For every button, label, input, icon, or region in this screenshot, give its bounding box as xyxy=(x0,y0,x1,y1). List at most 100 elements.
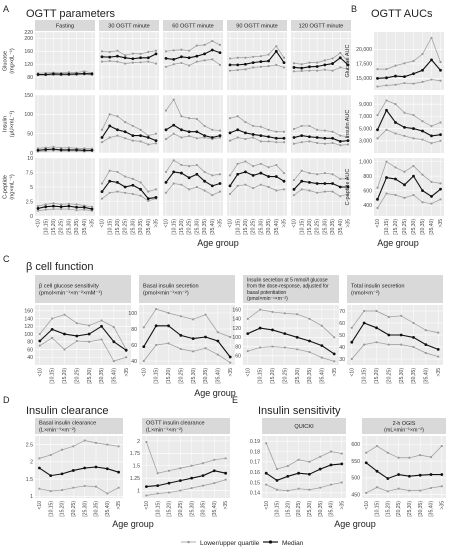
auc-row2-lower-quartile-point xyxy=(430,142,433,145)
ogtt-row3-col1-upper-quartile-line xyxy=(37,202,93,208)
ogtt-col-4-strip-bg xyxy=(227,20,287,31)
beta-panel-3-upper-quartile-line xyxy=(247,309,335,338)
clearance-panel-1-strip-bg xyxy=(35,418,123,434)
auc-row3: 400 600 800 1,000 <10 [10,15) [15,20) [20,25) [2… xyxy=(359,158,444,235)
beta-panel-2-median-point xyxy=(179,334,183,337)
beta-panel-4-lower-quartile-point xyxy=(350,357,353,361)
ogtt-col-5-strip-text: 120 OGTT minute xyxy=(299,24,344,30)
clearance-panel-2-strip-text: OGTT insulin clearance xyxy=(146,421,205,427)
beta-panel-4-strip: Total insulin secretion(nmol×m⁻²) xyxy=(347,275,443,303)
x-axis-title-a: Age group xyxy=(197,238,239,248)
ogtt-row3-col2-median-point xyxy=(154,196,158,199)
ogtt-row3-col3-median-point xyxy=(164,180,168,184)
ogtt-row2-col5-lower-quartile-line xyxy=(293,141,349,146)
beta-panel-1-median-point xyxy=(124,348,128,352)
auc-row2-upper-quartile-point xyxy=(430,125,433,128)
auc-row1-lower-quartile-point xyxy=(439,79,442,82)
sensitivity-panel-1-tick-label-y: 0.15 xyxy=(250,480,260,486)
beta-panel-1-tick-label-y: 120 xyxy=(24,324,33,330)
ogtt-row1-col5-lower-quartile-point xyxy=(292,70,296,73)
ogtt-row1-col1-lower-quartile-line xyxy=(38,74,93,76)
auc-row2-median-point xyxy=(385,108,388,112)
ogtt-row3-col2-upper-quartile-point xyxy=(124,175,127,178)
beta-panel-4: 30 40 50 60 70 <10 [10,15) [15,20) [20,25) [25,30… xyxy=(339,305,443,384)
ogtt-row2-col1-upper-quartile-point xyxy=(67,146,70,149)
ogtt-row1-col4-upper-quartile-point xyxy=(259,55,262,58)
legend-quartile-marker xyxy=(187,540,190,544)
beta-panel-3-tick-label-x: [25,30) xyxy=(295,368,301,384)
ogtt-row3-col3: <10 [10,15) [15,20) [20,25) [25,30) [30,35) [3… xyxy=(163,157,224,235)
ogtt-row3-ylabel-text: C-peptide xyxy=(3,175,9,199)
ogtt-row3-col5-upper-quartile-point xyxy=(316,173,319,176)
ogtt-row3-col1-median-point xyxy=(36,207,40,210)
ogtt-row2-col4-lower-quartile-point xyxy=(282,141,286,144)
beta-panel-3-upper-quartile-point xyxy=(333,336,336,339)
beta-panel-4-median-point xyxy=(424,343,428,346)
ogtt-row1-col5-median-point xyxy=(346,63,350,67)
beta-panel-1-upper-quartile-point xyxy=(100,319,103,322)
ogtt-row1-col3-upper-quartile-point xyxy=(164,50,168,53)
clearance-panel-2-tick-label-y: 2 xyxy=(137,439,140,445)
auc-row1-upper-quartile-point xyxy=(385,68,388,71)
ogtt-row2-col4-lower-quartile-line xyxy=(229,137,284,143)
clearance-panel-2-upper-quartile-point xyxy=(224,457,227,460)
ogtt-row3-col1-tick-label-y: 0 xyxy=(30,214,33,220)
clearance-panel-1-lower-quartile-line xyxy=(39,485,119,494)
sensitivity-panel-2-lower-quartile-point xyxy=(375,486,379,489)
ogtt-row2-col3-upper-quartile-line xyxy=(165,98,221,131)
ogtt-row1-col3-median-point xyxy=(203,52,206,56)
ogtt-row1-col2-upper-quartile-point xyxy=(139,52,142,56)
auc-row1-lower-quartile-point xyxy=(421,80,424,83)
ogtt-row2-col5-lower-quartile-point xyxy=(308,140,311,143)
sensitivity-panel-2-median-point xyxy=(386,477,390,480)
ogtt-row2-col3-bg xyxy=(163,95,223,153)
beta-panel-2-lower-quartile-point xyxy=(155,343,158,347)
clearance-panel-1-tick-label-x: <10 xyxy=(37,501,43,510)
clearance-panel-2-lower-quartile-point xyxy=(213,482,216,485)
ogtt-row2-ylabel-text: Insulin xyxy=(3,116,9,132)
ogtt-row2-col5-upper-quartile-point xyxy=(316,128,319,131)
ogtt-row1-col3-lower-quartile-point xyxy=(218,63,222,66)
sensitivity-panel-1-tick-label-y: 0.19 xyxy=(250,439,260,445)
ogtt-row3-col5-median-point xyxy=(338,185,342,189)
beta-panel-1-lower-quartile-point xyxy=(63,348,66,351)
ogtt-row2-col3-upper-quartile-point xyxy=(180,115,183,118)
ogtt-row3-col3-upper-quartile-point xyxy=(195,163,198,167)
clearance-panel-2-median-point xyxy=(190,476,194,480)
ogtt-row1-col2-median-point xyxy=(123,56,127,60)
clearance-panel-1-median-line xyxy=(39,466,119,477)
auc-row1-median-point xyxy=(412,72,415,76)
sensitivity-panel-1-median-line xyxy=(265,463,342,482)
ogtt-row2-col4-median-point xyxy=(251,133,255,136)
ogtt-row2-col3-lower-quartile-point xyxy=(218,136,222,139)
auc-row2-lower-quartile-point xyxy=(403,134,406,138)
section-c-title: β cell function xyxy=(26,261,93,273)
ogtt-row1-col4-lower-quartile-point xyxy=(267,65,270,68)
sensitivity-panel-1-lower-quartile-point xyxy=(308,488,311,491)
sensitivity-panel-2-median-point xyxy=(418,473,422,477)
ogtt-row1-col3-lower-quartile-point xyxy=(172,63,175,66)
ogtt-row1-col4-upper-quartile-point xyxy=(282,56,286,59)
beta-panel-4-lower-quartile-point xyxy=(412,345,415,349)
ogtt-row2-col1-median-point xyxy=(44,148,48,151)
beta-panel-1-lower-quartile-point xyxy=(38,344,41,347)
ogtt-row1-col5-lower-quartile-line xyxy=(293,67,349,72)
beta-panel-2-median-point xyxy=(216,339,220,343)
auc-row1-upper-quartile-line xyxy=(377,36,441,70)
beta-panel-2-tick-label-x: [25,30) xyxy=(191,368,197,384)
ogtt-row3-col5-median-point xyxy=(315,182,319,185)
ogtt-row3-col3-median-point xyxy=(203,179,206,183)
auc-row2-upper-quartile-point xyxy=(412,114,415,117)
ogtt-row2-col3-lower-quartile-point xyxy=(203,136,206,139)
auc-row1-lower-quartile-point xyxy=(376,85,379,88)
ogtt-row2-col1: 0 50 100 150 xyxy=(24,93,95,157)
ogtt-row2-col1-median-point xyxy=(67,148,71,152)
ogtt-row1-col5-lower-quartile-point xyxy=(339,66,342,69)
sensitivity-panel-1-tick-label-x: [15,20) xyxy=(285,501,291,517)
sensitivity-panel-1-tick-label-x: [25,30) xyxy=(307,501,313,517)
ogtt-row3-col4-median-point xyxy=(251,174,255,177)
auc-row3-tick-label-x: [35,40) xyxy=(429,219,435,235)
ogtt-row1-col3-lower-quartile-point xyxy=(203,59,206,62)
ogtt-row3-col5-lower-quartile-point xyxy=(339,195,342,198)
ogtt-row3-col1-lower-quartile-point xyxy=(60,207,63,211)
